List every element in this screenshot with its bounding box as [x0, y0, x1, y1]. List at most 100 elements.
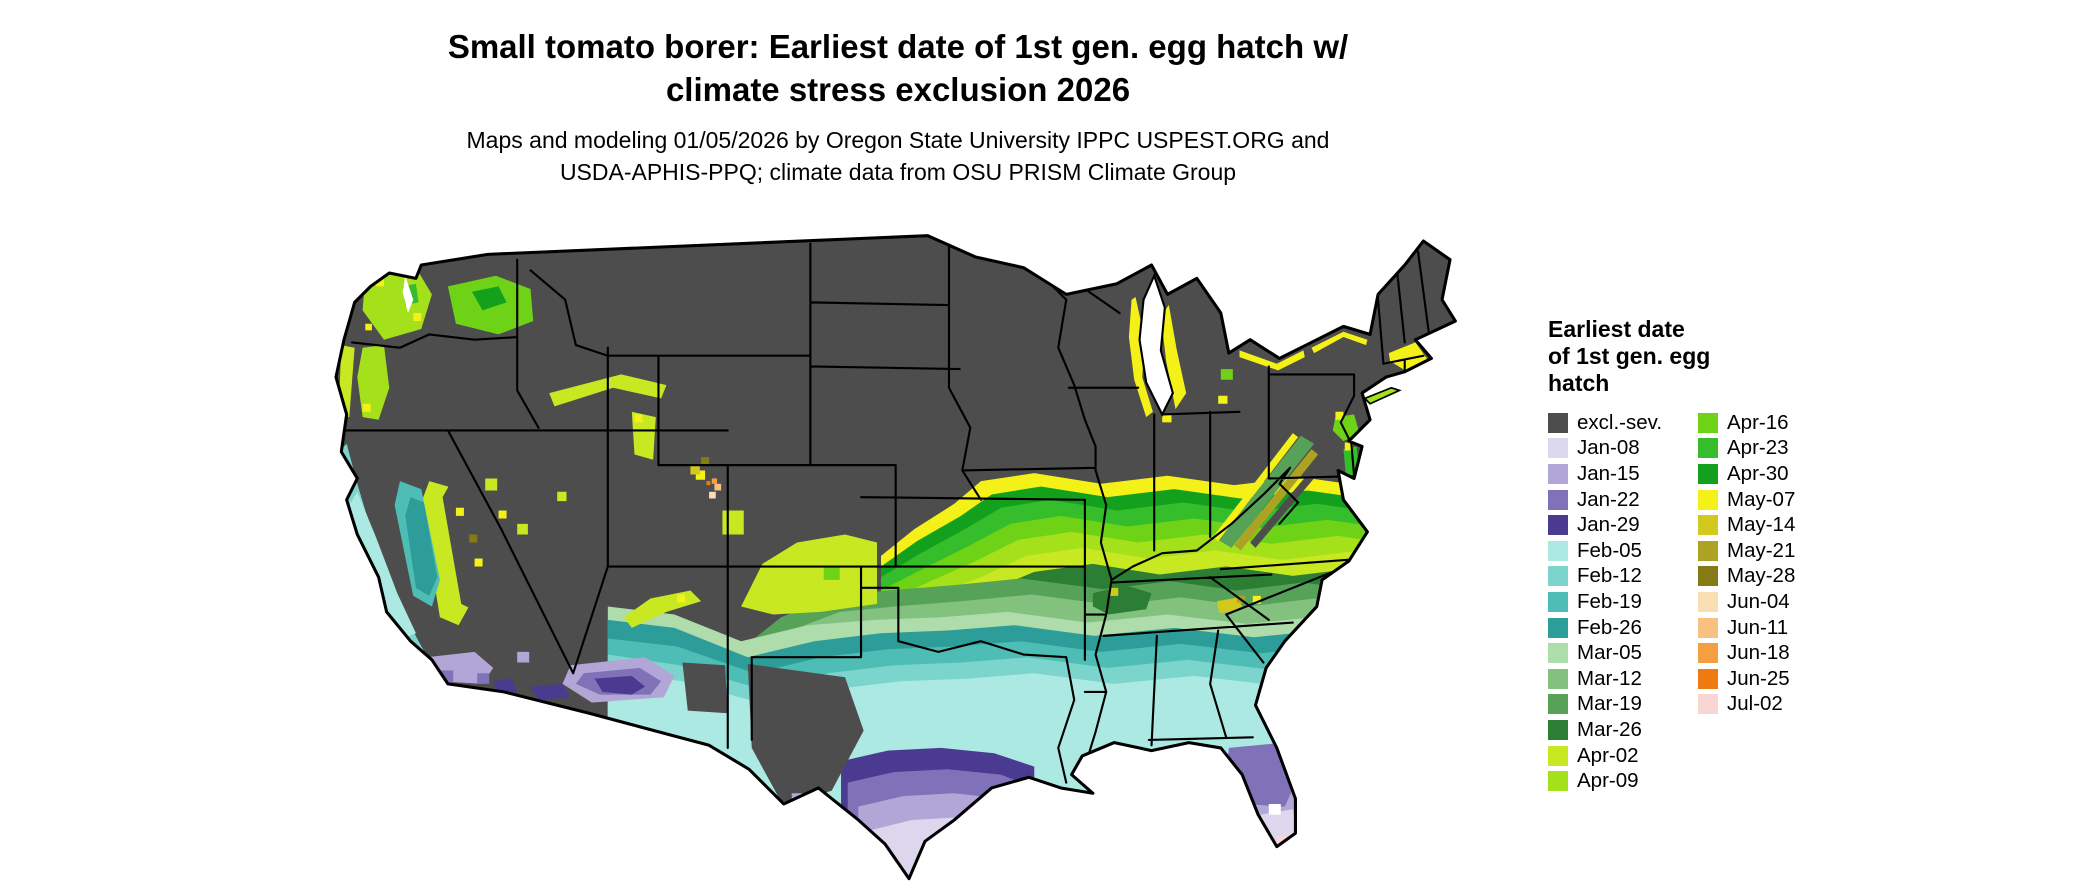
legend-title-line3: hatch [1548, 370, 1610, 396]
legend-entry-label: Apr-02 [1577, 743, 1639, 767]
legend-entry-label: Jul-02 [1727, 692, 1783, 716]
legend-entry-label: Apr-23 [1727, 436, 1789, 460]
map-fill-layer [335, 235, 1456, 879]
long-island [1363, 386, 1402, 405]
legend-entry: Jul-02 [1698, 692, 1848, 718]
legend-entry-label: Apr-16 [1727, 410, 1789, 434]
legend-entry: Jan-08 [1548, 436, 1698, 462]
legend-entry-label: Jan-08 [1577, 436, 1640, 460]
legend-column-2: Apr-16 Apr-23 Apr-30 May-07 May-14 May-21 May-… [1698, 410, 1848, 794]
legend-entry-label: Jun-04 [1727, 589, 1790, 613]
legend-entry: Apr-02 [1548, 743, 1698, 769]
legend-entry-label: May-14 [1727, 513, 1796, 537]
legend-swatch [1548, 668, 1568, 689]
legend-entry: Apr-23 [1698, 436, 1848, 462]
legend-swatch [1698, 515, 1718, 536]
legend-swatch [1548, 643, 1568, 664]
legend-entry-label: Jan-29 [1577, 513, 1640, 537]
legend-entry: May-21 [1698, 538, 1848, 564]
legend-entry: Jan-15 [1548, 461, 1698, 487]
map-patch [349, 491, 416, 639]
legend-entry-label: Apr-30 [1727, 461, 1789, 485]
legend-entry-label: Jun-25 [1727, 666, 1790, 690]
legend-entry: Feb-19 [1548, 589, 1698, 615]
legend-entry: Jan-22 [1548, 487, 1698, 513]
legend-swatch [1548, 719, 1568, 740]
legend-swatch [1698, 489, 1718, 510]
map-patch [357, 267, 432, 420]
legend-swatch [1698, 591, 1718, 612]
legend-swatch [1548, 412, 1568, 433]
legend-entry: Jun-25 [1698, 666, 1848, 692]
map-patch [709, 491, 716, 499]
legend-swatch [1698, 463, 1718, 484]
legend-entry: Mar-19 [1548, 692, 1698, 718]
legend-swatch [1548, 694, 1568, 715]
us-choropleth-map [288, 217, 1514, 884]
us-outline [334, 234, 1457, 881]
us-map-svg [334, 234, 1457, 881]
legend-entry: Mar-05 [1548, 640, 1698, 666]
legend-title-line1: Earliest date [1548, 316, 1685, 342]
legend-entry: Jun-11 [1698, 615, 1848, 641]
legend-swatch [1548, 489, 1568, 510]
legend-swatch [1698, 617, 1718, 638]
legend-entry-label: Mar-12 [1577, 666, 1642, 690]
map-legend: Earliest date of 1st gen. egg hatch excl… [1548, 316, 1848, 794]
page-subtitle-line1: Maps and modeling 01/05/2026 by Oregon S… [466, 127, 1330, 153]
legend-swatch [1698, 694, 1718, 715]
legend-entry: Apr-16 [1698, 410, 1848, 436]
legend-swatch [1698, 668, 1718, 689]
legend-swatch [1698, 643, 1718, 664]
legend-entry-label: Mar-05 [1577, 641, 1642, 665]
legend-entry-label: Jun-18 [1727, 641, 1790, 665]
legend-entry: May-07 [1698, 487, 1848, 513]
puget-sound [402, 275, 414, 314]
legend-entry: excl.-sev. [1548, 410, 1698, 436]
legend-swatch [1548, 438, 1568, 459]
legend-entry: Apr-30 [1698, 461, 1848, 487]
legend-entry: Mar-26 [1548, 717, 1698, 743]
legend-swatch [1698, 566, 1718, 587]
map-patch [338, 345, 878, 628]
legend-entry-label: excl.-sev. [1577, 410, 1663, 434]
legend-columns: excl.-sev. Jan-08 Jan-15 Jan-22 Jan-29 Feb-05… [1548, 410, 1848, 794]
legend-entry: Mar-12 [1548, 666, 1698, 692]
page-subtitle-line2: USDA-APHIS-PPQ; climate data from OSU PR… [559, 159, 1237, 186]
legend-entry: Feb-26 [1548, 615, 1698, 641]
legend-entry: May-28 [1698, 564, 1848, 590]
page-title: Small tomato borer: Earliest date of 1st… [0, 26, 1796, 112]
map-patch [426, 651, 1299, 834]
legend-entry: Feb-05 [1548, 538, 1698, 564]
legend-entry-label: Feb-19 [1577, 589, 1642, 613]
state-border-lines [337, 239, 1430, 784]
legend-swatch [1548, 540, 1568, 561]
legend-entry-label: May-21 [1727, 538, 1796, 562]
legend-swatch [1548, 745, 1568, 766]
state-borders [337, 239, 1430, 784]
legend-entry: Feb-12 [1548, 564, 1698, 590]
map-band [607, 670, 1456, 879]
map-patch [706, 481, 711, 486]
map-patch [711, 478, 718, 484]
page-title-line2: climate stress exclusion 2026 [665, 70, 1131, 108]
legend-entry: Apr-09 [1548, 768, 1698, 794]
legend-swatch [1548, 771, 1568, 792]
legend-swatch [1698, 438, 1718, 459]
page-title-line1: Small tomato borer: Earliest date of 1st… [447, 28, 1349, 65]
legend-entry-label: Feb-05 [1577, 538, 1642, 562]
legend-entry-label: Feb-26 [1577, 615, 1642, 639]
legend-entry-label: Mar-19 [1577, 692, 1642, 716]
legend-swatch [1548, 463, 1568, 484]
lake-michigan [1138, 272, 1174, 417]
legend-entry-label: May-07 [1727, 487, 1796, 511]
legend-entry: Jun-04 [1698, 589, 1848, 615]
legend-entry-label: Jun-11 [1727, 615, 1789, 639]
legend-entry: Jan-29 [1548, 512, 1698, 538]
legend-entry-label: Jan-22 [1577, 487, 1640, 511]
legend-swatch [1548, 617, 1568, 638]
legend-title-line2: of 1st gen. egg [1548, 343, 1711, 369]
legend-entry-label: Apr-09 [1577, 769, 1639, 793]
lake-okeechobee [1268, 803, 1281, 815]
legend-column-1: excl.-sev. Jan-08 Jan-15 Jan-22 Jan-29 Feb-05… [1548, 410, 1698, 794]
